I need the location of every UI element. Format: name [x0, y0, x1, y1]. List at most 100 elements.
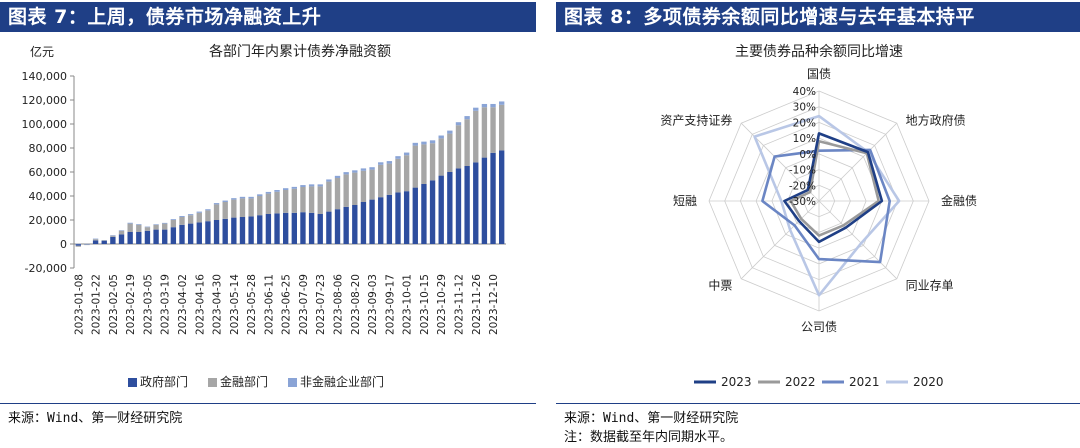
y-tick-label: 120,000: [22, 94, 68, 107]
bar-segment-3: [429, 140, 436, 144]
x-tick-label: 2023-04-30: [212, 274, 224, 335]
bar-segment-2: [213, 204, 220, 220]
x-tick-label: 2023-12-10: [488, 274, 500, 335]
bar-segment-2: [412, 145, 418, 188]
bar-segment-1: [403, 191, 410, 244]
radial-tick-label: -30%: [789, 196, 816, 208]
bar-segment-3: [386, 161, 393, 164]
axis-label: 地方政府债: [906, 112, 966, 127]
x-tick-label: 2023-07-09: [298, 274, 310, 335]
bar-segment-1: [464, 166, 470, 244]
bar-segment-3: [136, 224, 142, 225]
bar-segment-3: [274, 190, 280, 192]
bar-segment-2: [352, 172, 358, 205]
bar-segment-2: [360, 170, 367, 202]
x-tick-label: 2023-05-28: [246, 274, 258, 335]
bar-segment-1: [490, 152, 496, 244]
bar-segment-3: [153, 224, 159, 225]
bar-segment-1: [144, 230, 151, 244]
left-source: 来源：Wind、第一财经研究院: [8, 411, 183, 426]
axis-label: 资产支持证券: [660, 112, 732, 127]
bar-segment-3: [438, 135, 444, 139]
bar-segment-3: [352, 170, 358, 173]
bar-segment-2: [499, 104, 505, 151]
bar-segment-1: [283, 212, 289, 244]
bar-segment-1: [127, 232, 133, 244]
bar-segment-3: [170, 219, 177, 220]
bar-segment-2: [92, 239, 99, 241]
bar-segment-1: [360, 202, 367, 244]
bar-segment-3: [334, 175, 341, 178]
bar-segment-2: [369, 169, 375, 200]
left-panel: 图表 7：上周，债券市场净融资上升 各部门年内累计债券净融资额 亿元 -20,000…: [0, 0, 536, 448]
axis-label: 金融债: [941, 193, 977, 208]
x-tick-label: 2023-02-19: [125, 274, 137, 335]
axis-label: 中票: [708, 278, 732, 293]
bar-segment-3: [369, 167, 375, 170]
bar-segment-2: [429, 143, 436, 181]
bar-segment-1: [153, 229, 159, 244]
bar-segment-3: [395, 156, 401, 159]
bar-segment-2: [257, 196, 263, 216]
bar-segment-3: [118, 230, 125, 231]
x-tick-label: 2023-08-06: [333, 274, 345, 335]
legend-swatch-2: [208, 378, 217, 387]
legend-label-2022: 2022: [785, 375, 816, 389]
bar-segment-3: [101, 240, 107, 241]
bar-segment-1: [334, 209, 341, 244]
bar-segment-3: [300, 185, 306, 187]
bar-segment-2: [118, 230, 125, 235]
bar-segment-1: [92, 240, 99, 244]
legend-label-2: 金融部门: [220, 374, 268, 389]
bar-segment-3: [499, 101, 505, 105]
bar-segment-2: [222, 202, 228, 219]
bar-segment-2: [481, 107, 488, 158]
bar-segment-1: [473, 162, 479, 244]
bar-segment-3: [455, 122, 462, 126]
y-tick-label: 0: [60, 238, 67, 251]
chart-title: 各部门年内累计债券净融资额: [209, 44, 391, 60]
x-tick-label: 2023-05-14: [229, 274, 241, 335]
bar-segment-2: [274, 191, 280, 214]
bar-segment-3: [222, 200, 228, 202]
bar-segment-1: [239, 217, 246, 244]
bar-segment-2: [187, 215, 194, 224]
bar-segment-2: [162, 223, 168, 230]
x-tick-label: 2023-07-23: [315, 274, 327, 335]
bar-segment-1: [118, 234, 125, 244]
legend-swatch-1: [128, 378, 137, 387]
bar-segment-1: [162, 229, 168, 244]
x-tick-label: 2023-09-03: [367, 274, 379, 335]
bar-segment-3: [92, 238, 99, 240]
bar-segment-1: [438, 175, 444, 244]
bar-segment-2: [153, 224, 159, 230]
bar-segment-3: [473, 107, 479, 111]
x-tick-label: 2023-10-01: [402, 274, 414, 335]
y-tick-label: 20,000: [29, 214, 68, 227]
bar-segment-2: [334, 178, 341, 210]
y-tick-label: 60,000: [29, 166, 68, 179]
bar-segment-3: [421, 141, 427, 145]
bar-segment-2: [455, 125, 462, 169]
radial-tick-label: -10%: [789, 165, 816, 177]
bar-segment-2: [438, 138, 444, 176]
bar-segment-2: [239, 198, 246, 217]
y-tick-label: 40,000: [29, 190, 68, 203]
legend-label-2020: 2020: [913, 375, 944, 389]
bar-segment-2: [386, 163, 393, 195]
bar-segment-3: [308, 184, 315, 187]
bar-segment-3: [179, 216, 185, 217]
bar-segment-2: [378, 164, 384, 198]
axis-label: 同业存单: [906, 279, 954, 293]
radial-tick-label: -20%: [789, 180, 816, 192]
bar-segment-2: [110, 235, 116, 237]
bar-segment-1: [455, 168, 462, 244]
bar-segment-2: [127, 223, 133, 232]
bar-segment-3: [187, 214, 194, 216]
x-tick-label: 2023-11-26: [471, 274, 483, 335]
bar-segment-3: [84, 243, 90, 245]
bar-segment-1: [421, 184, 427, 244]
radial-tick-label: 0%: [799, 149, 816, 161]
bar-segment-2: [231, 199, 237, 218]
legend-label-2023: 2023: [721, 375, 752, 389]
